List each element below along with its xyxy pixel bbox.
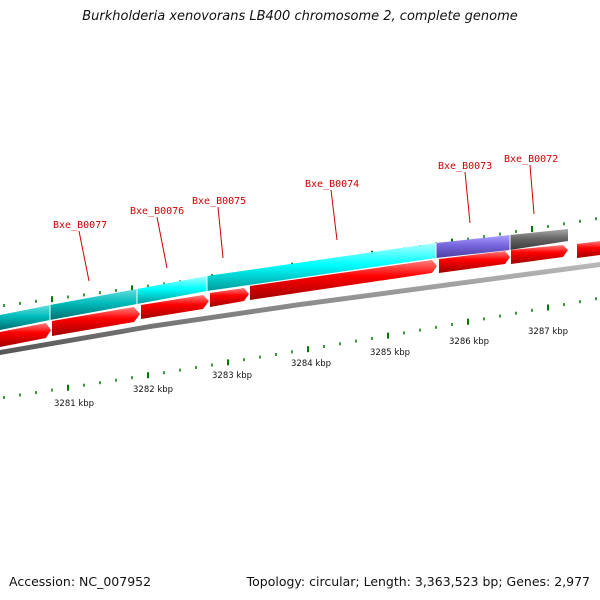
cds-arrow (439, 251, 510, 273)
cog-segment-cyan (137, 276, 207, 304)
accession-text: Accession: NC_007952 (9, 574, 152, 589)
scale-label: 3281 kbp (54, 399, 94, 409)
leader-line (78, 230, 90, 282)
cds-arrow (250, 260, 437, 300)
leader-line (529, 164, 535, 215)
cds-arrow (141, 295, 209, 319)
leader-line (330, 189, 338, 241)
leader-line (464, 171, 471, 224)
cog-segment-teal (50, 289, 137, 320)
genome-backbone (0, 262, 600, 355)
scale-label: 3287 kbp (528, 327, 568, 337)
cds-arrow (210, 288, 249, 307)
leader-line (156, 216, 168, 269)
scale-label: 3285 kbp (370, 348, 410, 358)
scale-label: 3282 kbp (133, 385, 173, 395)
gene-label: Bxe_B0077 (53, 220, 107, 231)
cog-segment-cyan (207, 243, 436, 291)
gene-label: Bxe_B0075 (192, 196, 246, 207)
cog-segment-purple (436, 235, 510, 258)
cog-segment-gray (510, 229, 568, 250)
gene-label: Bxe_B0073 (438, 161, 492, 172)
map-title: Burkholderia xenovorans LB400 chromosome… (82, 9, 518, 24)
cog-segment-teal (0, 305, 50, 330)
leader-line (217, 206, 224, 259)
scale-label: 3286 kbp (449, 337, 489, 347)
cds-arrow (52, 307, 140, 336)
cog-feature-ring (0, 229, 568, 330)
genome-summary-text: Topology: circular; Length: 3,363,523 bp… (246, 574, 590, 589)
gene-labels: Bxe_B0077 Bxe_B0076 Bxe_B0075 Bxe_B0074 … (53, 154, 558, 231)
inner-tick-ring (3, 297, 597, 399)
cds-arrow (577, 241, 600, 258)
scale-label: 3284 kbp (291, 359, 331, 369)
gene-label: Bxe_B0072 (504, 154, 558, 165)
scale-label: 3283 kbp (212, 371, 252, 381)
cds-feature-ring (0, 241, 600, 347)
cds-arrow (511, 245, 568, 264)
scale-labels: 3281 kbp 3282 kbp 3283 kbp 3284 kbp 3285… (54, 327, 568, 409)
cds-arrow (0, 323, 51, 347)
gene-label: Bxe_B0074 (305, 179, 359, 190)
label-leaders (78, 164, 535, 282)
gene-label: Bxe_B0076 (130, 206, 184, 217)
